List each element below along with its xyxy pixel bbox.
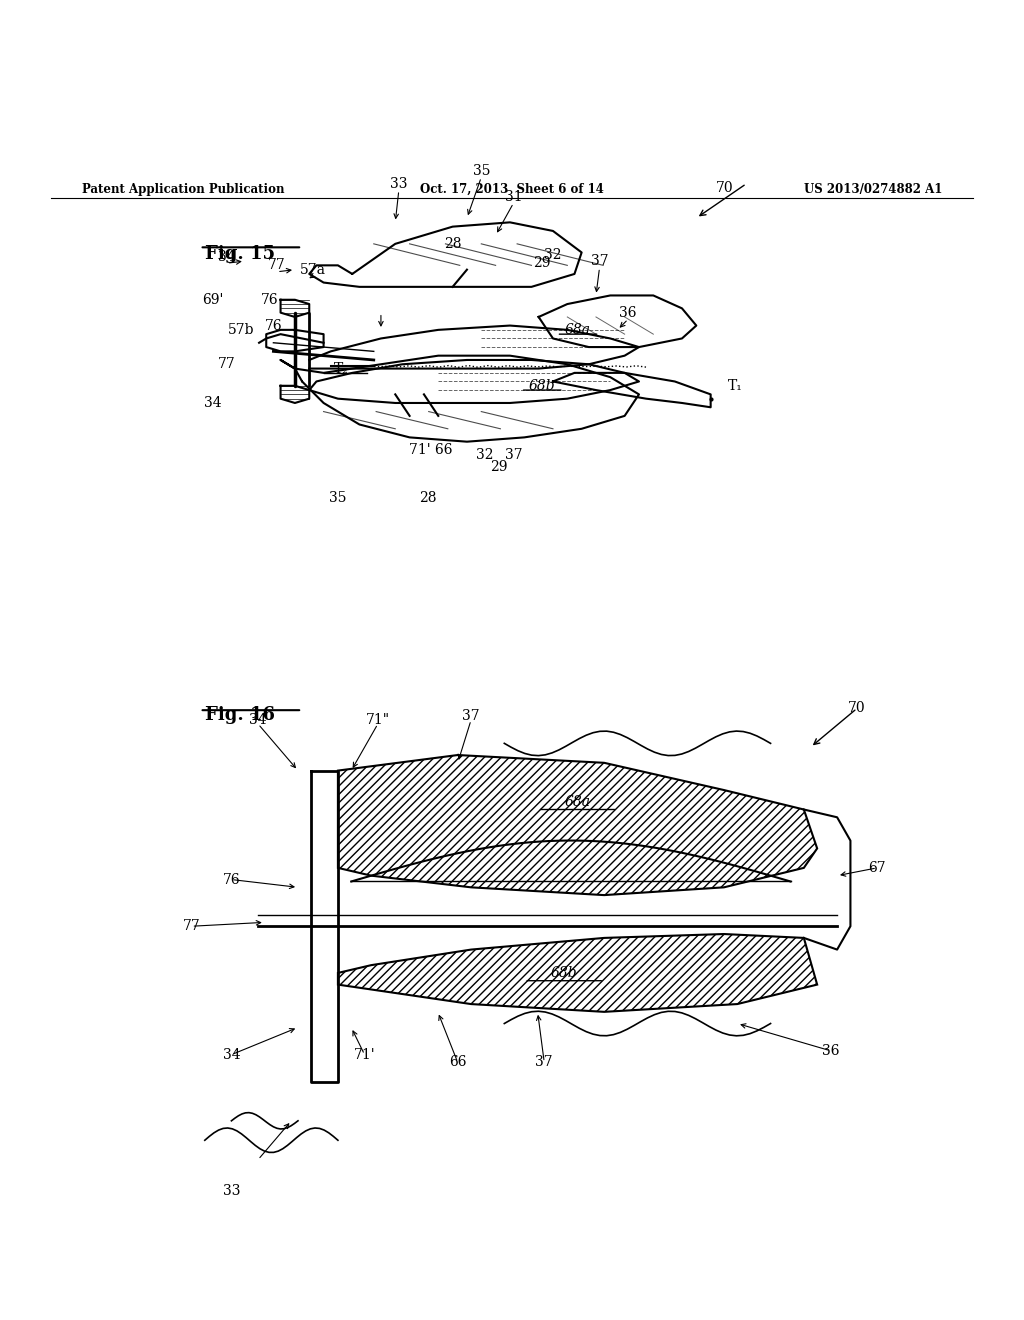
Text: 28: 28 — [419, 491, 436, 504]
Text: 77: 77 — [268, 259, 286, 272]
Text: 35: 35 — [472, 164, 490, 178]
Text: US 2013/0274882 A1: US 2013/0274882 A1 — [804, 182, 942, 195]
Text: 57a: 57a — [300, 263, 326, 277]
Text: 34: 34 — [204, 396, 221, 411]
Text: 32: 32 — [476, 447, 494, 462]
Text: 34: 34 — [218, 249, 236, 264]
Text: 37: 37 — [505, 447, 522, 462]
Text: 34: 34 — [222, 1048, 241, 1061]
Text: 37: 37 — [591, 253, 608, 268]
Text: 68b: 68b — [528, 379, 556, 393]
Text: 32: 32 — [544, 248, 562, 261]
Text: Fig. 15: Fig. 15 — [205, 246, 274, 263]
Text: 37: 37 — [462, 709, 480, 723]
Text: 33: 33 — [222, 1184, 241, 1197]
Text: 66: 66 — [449, 1056, 467, 1069]
Text: 76: 76 — [222, 873, 241, 887]
Text: 69': 69' — [202, 293, 223, 306]
Text: 34: 34 — [249, 713, 267, 727]
Text: 71': 71' — [353, 1048, 376, 1061]
Text: 71' 66: 71' 66 — [410, 444, 453, 457]
Text: 57b: 57b — [228, 323, 254, 337]
Text: T₂: T₂ — [334, 362, 349, 376]
Text: 68a: 68a — [564, 795, 591, 809]
Text: 70: 70 — [848, 701, 866, 715]
Text: 29: 29 — [490, 461, 508, 474]
Text: 68a: 68a — [565, 323, 591, 337]
Polygon shape — [338, 755, 817, 895]
Text: 33: 33 — [390, 177, 408, 190]
Text: 36: 36 — [620, 306, 637, 319]
Text: Patent Application Publication: Patent Application Publication — [82, 182, 285, 195]
Text: Fig. 16: Fig. 16 — [205, 706, 274, 725]
Text: 37: 37 — [536, 1056, 553, 1069]
Text: 35: 35 — [329, 491, 347, 504]
Text: 68b: 68b — [551, 966, 578, 979]
Text: 67: 67 — [868, 861, 886, 875]
Text: 77: 77 — [182, 919, 201, 933]
Text: 76: 76 — [261, 293, 279, 306]
Text: 36: 36 — [821, 1044, 840, 1057]
Text: 31: 31 — [505, 190, 522, 203]
Text: Oct. 17, 2013  Sheet 6 of 14: Oct. 17, 2013 Sheet 6 of 14 — [420, 182, 604, 195]
Polygon shape — [338, 935, 817, 1012]
Text: 70: 70 — [716, 181, 734, 195]
Text: 28: 28 — [443, 236, 462, 251]
Text: 77: 77 — [218, 358, 236, 371]
Text: 29: 29 — [534, 256, 551, 271]
Text: T₁: T₁ — [728, 379, 743, 393]
Text: 76: 76 — [264, 318, 283, 333]
Text: 71": 71" — [366, 713, 390, 727]
